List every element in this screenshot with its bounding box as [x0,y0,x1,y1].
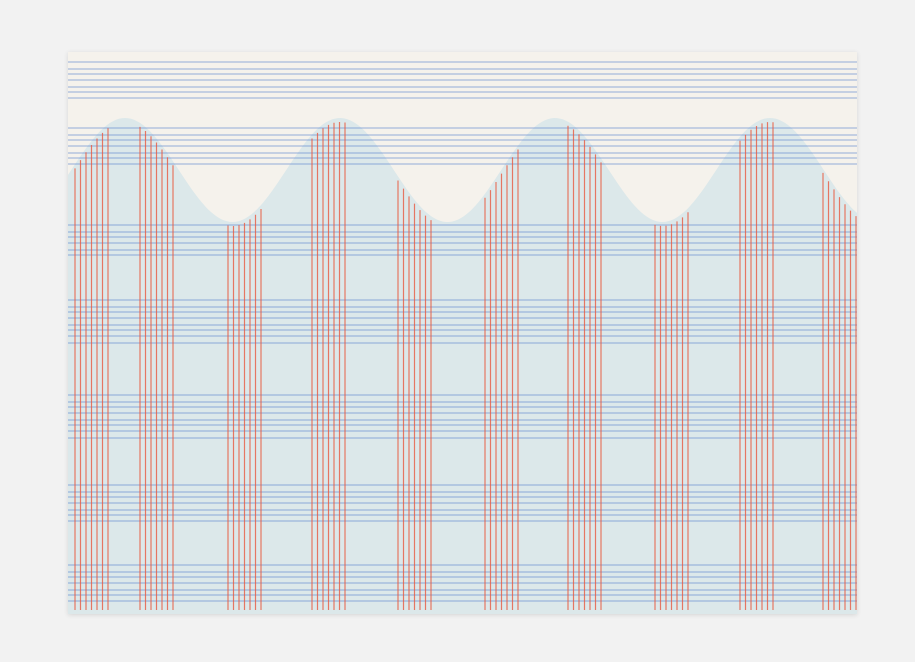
blue-wash [68,118,857,614]
pattern [68,61,857,614]
